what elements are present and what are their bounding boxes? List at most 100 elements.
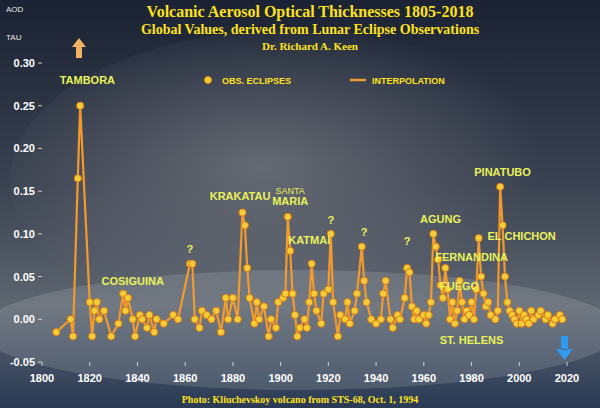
x-tick-label: 1860 — [173, 372, 197, 384]
y-tick — [38, 362, 42, 363]
eclipse-point — [425, 311, 432, 318]
plot-area — [53, 102, 566, 340]
x-tick — [42, 362, 43, 366]
annotation: MARIA — [272, 195, 308, 207]
eclipse-point — [308, 260, 315, 267]
eclipse-point — [122, 307, 129, 314]
eclipse-point — [318, 320, 325, 327]
eclipse-point — [115, 320, 122, 327]
eclipse-point — [449, 299, 456, 306]
eclipse-point — [361, 277, 368, 284]
eclipse-point — [272, 324, 279, 331]
eclipse-point — [124, 294, 131, 301]
eclipse-point — [208, 316, 215, 323]
eclipse-point — [504, 299, 511, 306]
eclipse-point — [246, 294, 253, 301]
author: Dr. Richard A. Keen — [262, 40, 358, 52]
eclipse-point — [96, 316, 103, 323]
subtitle: Global Values, derived from Lunar Eclips… — [141, 22, 480, 37]
x-tick-label: 1940 — [364, 372, 388, 384]
eclipse-point — [296, 324, 303, 331]
eclipse-point — [196, 324, 203, 331]
eclipse-point — [89, 333, 96, 340]
eclipse-point — [330, 299, 337, 306]
eclipse-point — [151, 329, 158, 336]
y-tick-label: 0.05 — [14, 271, 35, 283]
arrow-up — [72, 38, 86, 58]
eclipse-point — [363, 299, 370, 306]
eclipse-point — [454, 307, 461, 314]
eclipse-point — [353, 290, 360, 297]
eclipse-point — [480, 290, 487, 297]
eclipse-point — [108, 333, 115, 340]
eclipse-point — [401, 294, 408, 301]
annotation: FERNANDINA — [435, 251, 508, 263]
x-tick — [376, 362, 377, 366]
x-tick — [471, 362, 472, 366]
annotation: KRAKATAU — [210, 190, 271, 202]
y-axis-label: TAU — [6, 33, 22, 42]
chart: Volcanic Aerosol Optical Thicknesses 180… — [0, 0, 600, 408]
eclipse-point — [291, 311, 298, 318]
x-tick-label: 1920 — [316, 372, 340, 384]
eclipse-point — [256, 316, 263, 323]
eclipse-point — [225, 316, 232, 323]
eclipse-point — [244, 264, 251, 271]
annotation: AGUNG — [420, 213, 461, 225]
y-tick-label: 0.30 — [14, 57, 35, 69]
x-tick — [519, 362, 520, 366]
eclipse-point — [427, 299, 434, 306]
eclipse-point — [282, 290, 289, 297]
eclipse-point — [241, 222, 248, 229]
y-tick — [38, 233, 42, 234]
eclipse-point — [396, 316, 403, 323]
eclipse-point — [344, 299, 351, 306]
eclipse-point — [86, 299, 93, 306]
eclipse-point — [432, 243, 439, 250]
annotation: PINATUBO — [474, 166, 531, 178]
eclipse-point — [146, 311, 153, 318]
eclipse-point — [143, 324, 150, 331]
y-tick-label: 0.20 — [14, 142, 35, 154]
eclipse-point — [477, 273, 484, 280]
x-tick — [567, 362, 568, 366]
y-tick — [38, 105, 42, 106]
eclipse-point — [389, 324, 396, 331]
x-tick — [423, 362, 424, 366]
eclipse-point — [458, 299, 465, 306]
eclipse-point — [77, 102, 84, 109]
caption: Photo: Kliuchevskoy volcano from STS-68,… — [182, 394, 418, 405]
eclipse-point — [387, 316, 394, 323]
y-tick-label: 0.15 — [14, 185, 35, 197]
x-tick — [280, 362, 281, 366]
eclipse-point — [346, 320, 353, 327]
x-tick — [232, 362, 233, 366]
eclipse-point — [53, 329, 60, 336]
annotation: TAMBORA — [60, 74, 115, 86]
eclipse-point — [139, 316, 146, 323]
eclipse-point — [499, 222, 506, 229]
eclipse-point — [528, 307, 535, 314]
eclipse-point — [423, 320, 430, 327]
y-tick-label: 0.00 — [14, 313, 35, 325]
eclipse-point — [494, 307, 501, 314]
eclipse-point — [468, 299, 475, 306]
eclipse-point — [260, 303, 267, 310]
y-tick — [38, 319, 42, 320]
x-tick-label: 1960 — [412, 372, 436, 384]
title: Volcanic Aerosol Optical Thicknesses 180… — [147, 3, 474, 21]
x-tick — [137, 362, 138, 366]
eclipse-point — [289, 290, 296, 297]
arrow-down — [556, 336, 573, 360]
legend-marker — [204, 76, 211, 83]
eclipse-point — [325, 286, 332, 293]
eclipse-point — [559, 316, 566, 323]
y-tick-label: 0.10 — [14, 228, 35, 240]
eclipse-point — [129, 316, 136, 323]
eclipse-point — [189, 260, 196, 267]
x-tick — [185, 362, 186, 366]
y-tick — [38, 191, 42, 192]
x-tick-label: 1900 — [268, 372, 292, 384]
eclipse-point — [174, 316, 181, 323]
eclipse-point — [222, 294, 229, 301]
